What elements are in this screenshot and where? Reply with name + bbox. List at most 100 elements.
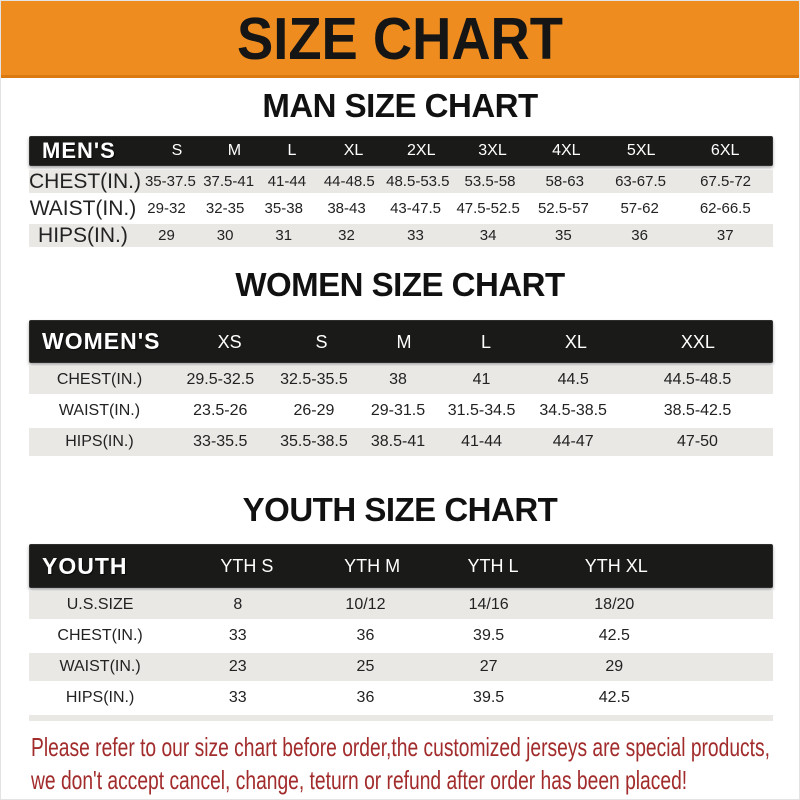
men-group-label: MEN'S — [42, 138, 116, 163]
size-value-cell: 29-31.5 — [370, 402, 426, 419]
size-value-cell: 31.5-34.5 — [447, 402, 516, 419]
size-column-header: S — [171, 142, 183, 159]
row-label: WAIST(IN.) — [58, 402, 141, 419]
women-table-row: HIPS(IN.) 33-35.5 35.5-38.5 38.5-41 41-44 44-… — [29, 428, 773, 456]
size-value-cell: 44.5 — [557, 371, 589, 388]
size-value-cell: 35-37.5 — [144, 173, 196, 190]
row-label: CHEST(IN.) — [57, 627, 143, 644]
size-value-cell: 8 — [233, 596, 243, 613]
size-value-cell: 31 — [275, 227, 293, 244]
size-value-cell: 44-47 — [552, 433, 594, 450]
size-value-cell: 35 — [555, 227, 572, 244]
size-value-cell: 34 — [479, 227, 497, 244]
size-column-header: XXL — [680, 331, 715, 352]
youth-table-row: U.S.SIZE 8 10/12 14/16 18/20 — [29, 591, 773, 619]
size-column-header: M — [396, 331, 412, 352]
youth-size-table: YOUTH YTH S YTH M YTH L YTH XL U.S.SIZE 8 10/12… — [29, 544, 773, 721]
women-table-row: CHEST(IN.) 29.5-32.5 32.5-35.5 38 41 44.5 44.5… — [29, 366, 773, 394]
size-value-cell: 33 — [228, 627, 247, 644]
size-column-header: L — [481, 331, 492, 352]
size-value-cell: 63-67.5 — [615, 173, 666, 190]
size-column-header: 4XL — [552, 142, 581, 159]
youth-table-row: CHEST(IN.) 33 36 39.5 42.5 — [29, 622, 773, 650]
youth-section-title: YOUTH SIZE CHART — [242, 491, 558, 528]
row-label: HIPS(IN.) — [65, 689, 135, 706]
size-value-cell: 32.5-35.5 — [280, 371, 348, 388]
size-value-cell: 26-29 — [293, 402, 335, 419]
size-value-cell: 33 — [407, 227, 424, 244]
size-chart-sections: MAN SIZE CHART MEN'S S M L XL 2XL 3XL 4XL 5XL 6XL C… — [1, 88, 799, 721]
size-value-cell: 32 — [338, 227, 355, 244]
size-column-header: YTH L — [467, 556, 519, 576]
size-value-cell: 36 — [356, 627, 375, 644]
size-value-cell: 23.5-26 — [193, 402, 248, 419]
men-table-header-row: MEN'S S M L XL 2XL 3XL 4XL 5XL 6XL — [29, 136, 773, 166]
size-column-header: YTH S — [220, 556, 274, 576]
size-value-cell: 35-38 — [264, 200, 303, 217]
youth-size-chart-section: YOUTH SIZE CHART YOUTH YTH S YTH M YTH L YTH … — [1, 492, 799, 721]
size-value-cell: 48.5-53.5 — [386, 173, 450, 190]
size-value-cell: 44-48.5 — [323, 173, 375, 190]
size-value-cell: 38.5-42.5 — [663, 402, 732, 419]
men-table-row: HIPS(IN.) 29 30 31 32 33 34 35 36 37 — [29, 224, 773, 247]
size-column-header: XL — [343, 142, 364, 159]
size-value-cell: 33-35.5 — [193, 433, 248, 450]
size-value-cell: 42.5 — [598, 627, 630, 644]
size-column-header: 6XL — [710, 142, 740, 159]
size-value-cell: 58-63 — [545, 173, 584, 190]
size-value-cell: 35.5-38.5 — [280, 433, 348, 450]
women-group-label: WOMEN'S — [42, 328, 161, 354]
size-value-cell: 10/12 — [345, 596, 386, 613]
title-banner: SIZE CHART — [1, 1, 799, 78]
size-column-header: YTH XL — [584, 556, 648, 576]
size-column-header: 5XL — [626, 142, 656, 159]
size-column-header: YTH M — [344, 556, 401, 576]
size-value-cell: 37.5-41 — [203, 173, 255, 190]
row-label: WAIST(IN.) — [59, 658, 141, 675]
youth-table-row: HIPS(IN.) 33 36 39.5 42.5 — [29, 684, 773, 712]
size-value-cell: 18/20 — [594, 596, 635, 613]
row-label: U.S.SIZE — [66, 596, 134, 613]
women-size-table: WOMEN'S XS S M L XL XXL CHEST(IN.) 29.5-32.5 32.5… — [29, 320, 773, 456]
size-value-cell: 44.5-48.5 — [663, 371, 732, 388]
disclaimer-note: Please refer to our size chart before or… — [31, 731, 799, 797]
size-column-header: M — [227, 142, 242, 159]
row-label: WAIST(IN.) — [29, 197, 137, 220]
size-value-cell: 29-32 — [147, 200, 186, 217]
disclaimer-line-2: we don't accept cancel, change, teturn o… — [31, 765, 688, 795]
men-size-chart-section: MAN SIZE CHART MEN'S S M L XL 2XL 3XL 4XL 5XL 6XL C… — [1, 88, 799, 247]
youth-group-label: YOUTH — [42, 552, 128, 579]
size-value-cell: 23 — [228, 658, 247, 675]
men-table-row: CHEST(IN.) 35-37.5 37.5-41 41-44 44-48.5 48.5… — [29, 170, 773, 193]
size-value-cell: 67.5-72 — [700, 173, 752, 190]
size-value-cell: 29 — [605, 658, 624, 675]
size-value-cell: 41 — [472, 371, 491, 388]
size-value-cell: 52.5-57 — [537, 200, 589, 217]
youth-table-row: WAIST(IN.) 23 25 27 29 — [29, 653, 773, 681]
size-column-header: XL — [564, 331, 587, 352]
size-value-cell: 47.5-52.5 — [456, 200, 520, 217]
row-label: HIPS(IN.) — [65, 433, 134, 450]
table-bottom-stripe — [29, 715, 773, 721]
size-value-cell: 39.5 — [473, 627, 505, 644]
size-value-cell: 42.5 — [598, 689, 630, 706]
size-value-cell: 33 — [228, 689, 247, 706]
size-value-cell: 36 — [631, 227, 648, 244]
row-label: HIPS(IN.) — [38, 224, 128, 247]
size-value-cell: 38-43 — [327, 200, 366, 217]
size-value-cell: 41-44 — [267, 173, 307, 190]
size-value-cell: 14/16 — [468, 596, 509, 613]
row-label: CHEST(IN.) — [56, 371, 143, 388]
size-value-cell: 34.5-38.5 — [539, 402, 607, 419]
men-table-row: WAIST(IN.) 29-32 32-35 35-38 38-43 43-47.5 47.… — [29, 197, 773, 220]
women-table-header-row: WOMEN'S XS S M L XL XXL — [29, 320, 773, 363]
women-size-chart-section: WOMEN SIZE CHART WOMEN'S XS S M L XL XXL CHEST(I… — [1, 267, 799, 456]
size-value-cell: 41-44 — [461, 433, 502, 450]
size-value-cell: 39.5 — [473, 689, 505, 706]
size-value-cell: 29.5-32.5 — [186, 371, 255, 388]
size-value-cell: 36 — [356, 689, 375, 706]
youth-table-header-row: YOUTH YTH S YTH M YTH L YTH XL — [29, 544, 773, 588]
women-section-title: WOMEN SIZE CHART — [235, 266, 565, 303]
size-column-header: 2XL — [407, 142, 436, 159]
